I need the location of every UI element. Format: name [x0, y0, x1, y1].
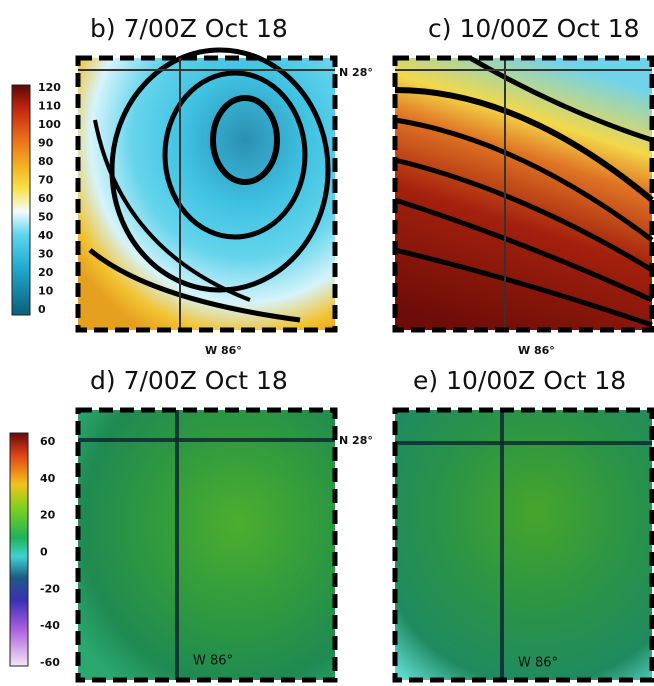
colorbar-tick-label: 110 [38, 100, 61, 113]
colorbar-tick-label: 90 [38, 137, 54, 150]
latitude-label: N 28° [339, 66, 373, 79]
colorbar-tick-label: 100 [38, 118, 61, 131]
colorbar-tick-label: 40 [38, 229, 54, 242]
longitude-label: W 86° [193, 654, 233, 669]
panel-title: c) 10/00Z Oct 18 [428, 14, 640, 43]
panel-e-field [392, 407, 654, 683]
colorbar [11, 84, 31, 316]
panel-title: e) 10/00Z Oct 18 [413, 366, 626, 395]
colorbar-tick-label: 0 [38, 303, 46, 316]
colorbar-tick-label: 20 [40, 509, 56, 522]
colorbar-tick-label: 60 [38, 192, 54, 205]
panel-b-field [75, 47, 338, 333]
colorbar-tick-label: 50 [38, 211, 54, 224]
colorbar-tick-label: 80 [38, 155, 54, 168]
longitude-label: W 86° [518, 344, 555, 357]
colorbar-tick-label: -60 [40, 656, 60, 669]
longitude-label: W 86° [205, 344, 242, 357]
panel-d-field [75, 407, 338, 683]
panel-c-field [392, 55, 654, 333]
colorbar-tick-label: -40 [40, 619, 60, 632]
longitude-label: W 86° [518, 656, 558, 671]
panel-title: d) 7/00Z Oct 18 [90, 366, 288, 395]
colorbar-tick-label: -20 [40, 582, 60, 595]
colorbar-tick-label: 0 [40, 546, 48, 559]
panel-title: b) 7/00Z Oct 18 [90, 14, 288, 43]
colorbar-tick-label: 40 [40, 472, 56, 485]
colorbar [9, 432, 29, 667]
colorbar-tick-label: 30 [38, 248, 54, 261]
colorbar-tick-label: 60 [40, 435, 56, 448]
colorbar-tick-label: 10 [38, 285, 54, 298]
latitude-label: N 28° [339, 434, 373, 447]
colorbar-tick-label: 20 [38, 266, 54, 279]
colorbar-tick-label: 70 [38, 174, 54, 187]
colorbar-tick-label: 120 [38, 81, 61, 94]
